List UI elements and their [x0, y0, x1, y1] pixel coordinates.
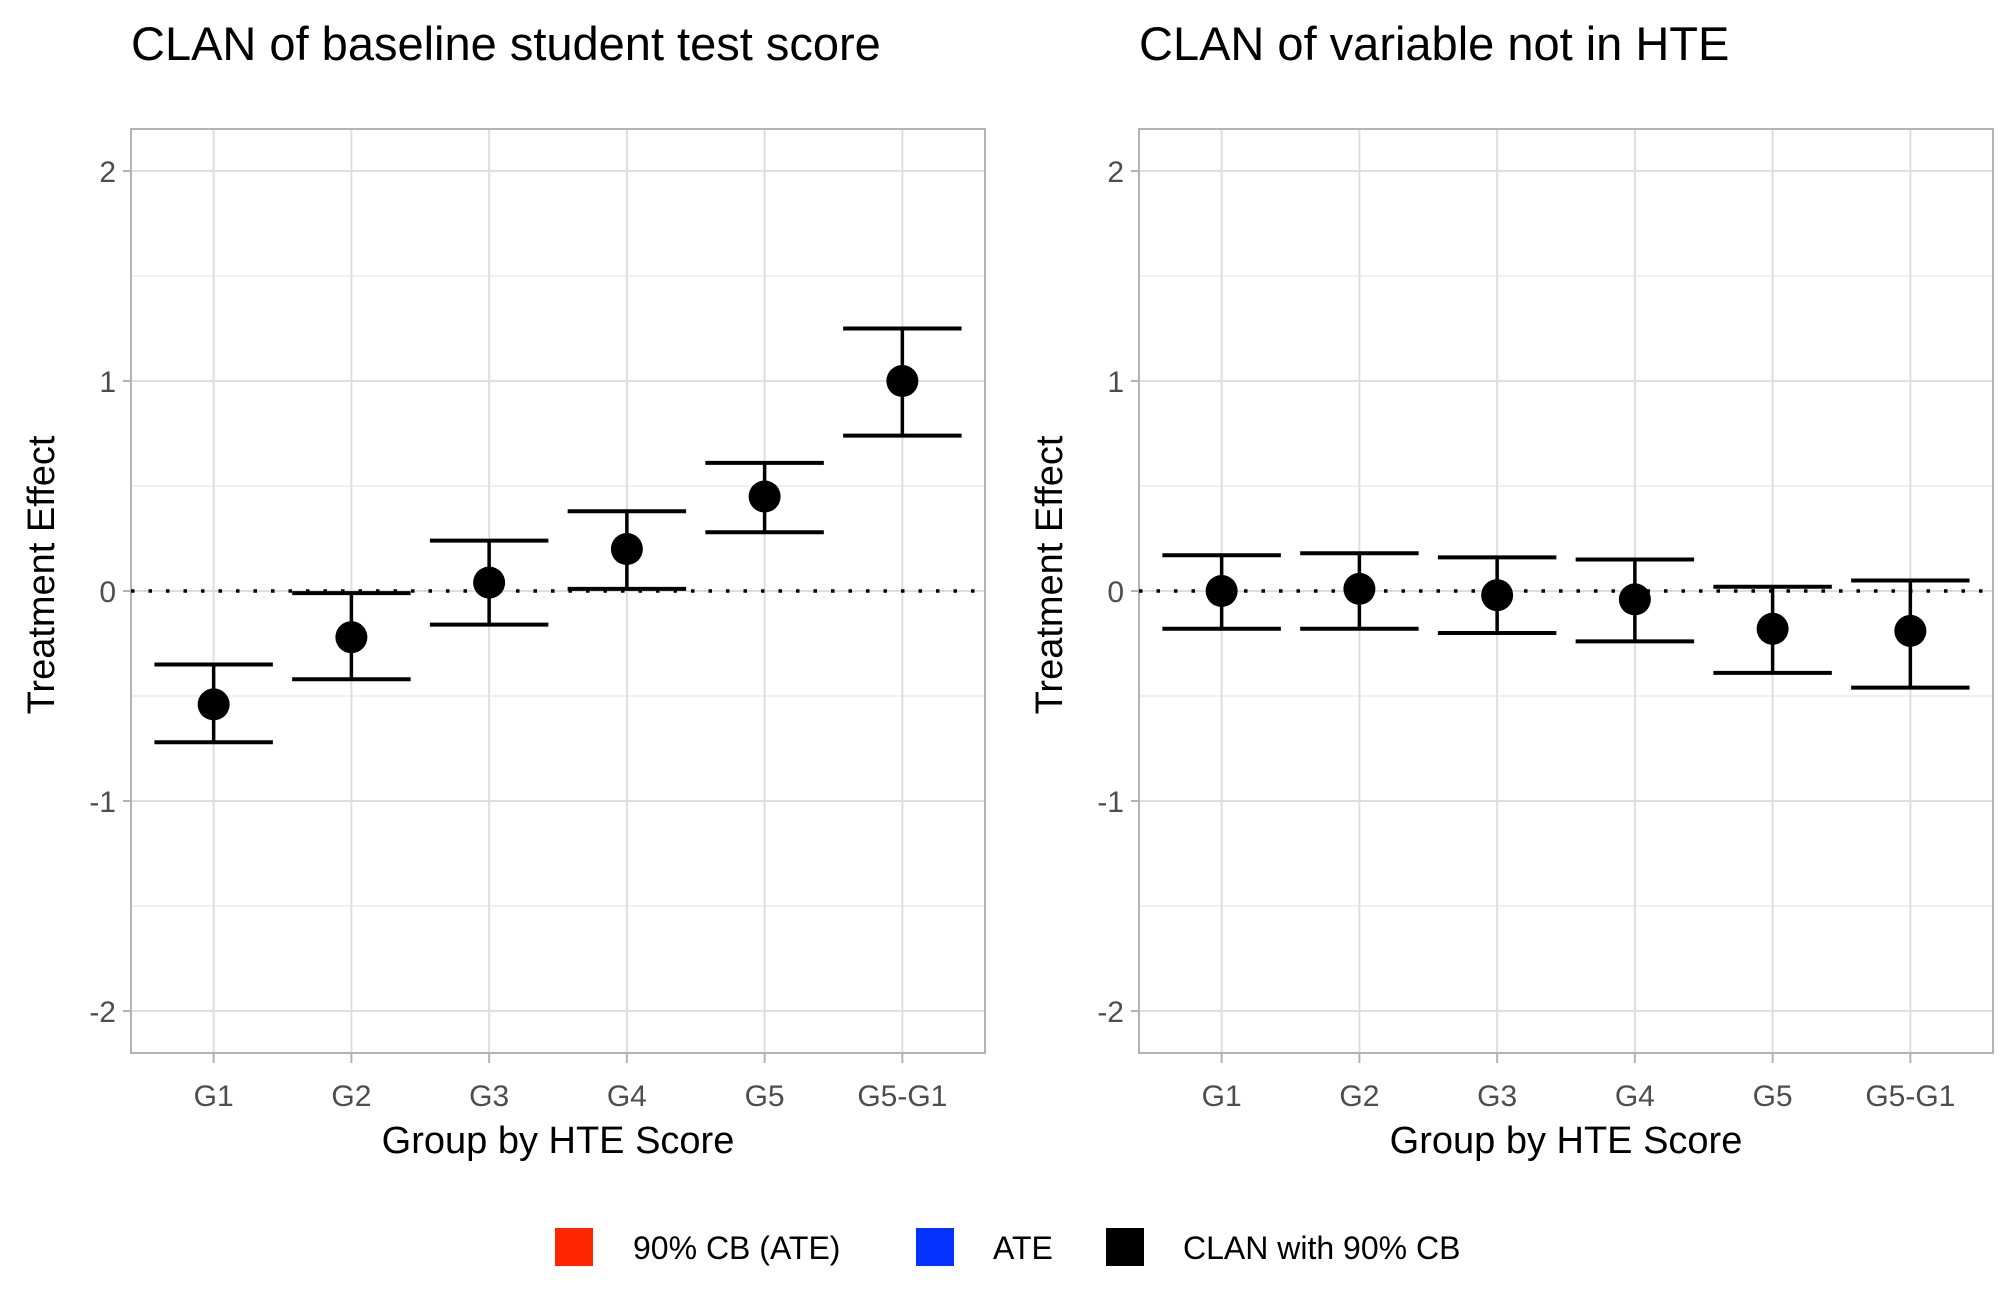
point-estimate [1343, 573, 1375, 605]
panel-right: CLAN of variable not in HTE -2 -1 0 1 2 G1 G2… [1029, 17, 1993, 1162]
panel-left: CLAN of baseline student test score -2 -1… [21, 17, 985, 1162]
point-estimate [749, 481, 781, 513]
point-estimate [611, 533, 643, 565]
x-tick-label: G2 [331, 1080, 371, 1113]
legend-swatch-cb-ate [555, 1228, 593, 1266]
point-estimate [335, 621, 367, 653]
x-tick-label: G4 [607, 1080, 647, 1113]
y-axis-title: Treatment Effect [1029, 435, 1071, 714]
y-tick-label: -2 [89, 996, 116, 1029]
panel-title: CLAN of variable not in HTE [1139, 17, 1729, 70]
x-tick-label: G5 [745, 1080, 785, 1113]
y-tick-label: 1 [1107, 366, 1124, 399]
errorbar-g5 [705, 463, 823, 532]
x-axis-title: Group by HTE Score [1390, 1120, 1743, 1162]
errorbar-g3 [1438, 557, 1556, 633]
legend: 90% CB (ATE) ATE CLAN with 90% CB [555, 1228, 1460, 1266]
y-tick-label: 0 [99, 576, 116, 609]
point-estimate [1481, 579, 1513, 611]
y-tick-label: -2 [1097, 996, 1124, 1029]
errorbar-g4 [568, 511, 686, 589]
x-tick-label: G2 [1339, 1080, 1379, 1113]
point-estimate [1619, 583, 1651, 615]
x-tick-label: G4 [1615, 1080, 1655, 1113]
legend-label-cb-ate: 90% CB (ATE) [633, 1230, 840, 1266]
point-estimate [886, 365, 918, 397]
errorbar-g2 [292, 593, 410, 679]
y-ticks: -2 -1 0 1 2 [1097, 156, 1139, 1029]
clan-figure: CLAN of baseline student test score -2 -1… [0, 0, 2007, 1299]
errorbar-g5-g1 [843, 329, 961, 436]
grid [1139, 129, 1993, 1053]
x-tick-label: G3 [1477, 1080, 1517, 1113]
x-tick-label: G5-G1 [857, 1080, 947, 1113]
point-estimate [473, 567, 505, 599]
x-tick-label: G1 [194, 1080, 234, 1113]
y-tick-label: 1 [99, 366, 116, 399]
x-tick-label: G5 [1753, 1080, 1793, 1113]
y-tick-label: -1 [89, 786, 116, 819]
y-ticks: -2 -1 0 1 2 [89, 156, 131, 1029]
legend-swatch-clan [1106, 1228, 1144, 1266]
x-axis-title: Group by HTE Score [382, 1120, 735, 1162]
errorbar-g5 [1713, 587, 1831, 673]
legend-label-clan: CLAN with 90% CB [1183, 1230, 1460, 1266]
x-tick-label: G5-G1 [1865, 1080, 1955, 1113]
errorbar-g4 [1576, 560, 1694, 642]
point-estimate [198, 688, 230, 720]
x-tick-label: G1 [1202, 1080, 1242, 1113]
grid [131, 129, 985, 1053]
y-tick-label: -1 [1097, 786, 1124, 819]
point-estimate [1757, 613, 1789, 645]
x-tick-label: G3 [469, 1080, 509, 1113]
legend-label-ate: ATE [993, 1230, 1053, 1266]
errorbar-g3 [430, 541, 548, 625]
errorbar-g5-g1 [1851, 581, 1969, 688]
y-axis-title: Treatment Effect [21, 435, 63, 714]
marks [131, 329, 985, 743]
legend-swatch-ate [916, 1228, 954, 1266]
marks [1139, 553, 1993, 687]
y-tick-label: 2 [99, 156, 116, 189]
y-tick-label: 2 [1107, 156, 1124, 189]
y-tick-label: 0 [1107, 576, 1124, 609]
x-ticks: G1 G2 G3 G4 G5 G5-G1 [194, 1053, 948, 1113]
point-estimate [1206, 575, 1238, 607]
x-ticks: G1 G2 G3 G4 G5 G5-G1 [1202, 1053, 1956, 1113]
point-estimate [1894, 615, 1926, 647]
panel-title: CLAN of baseline student test score [131, 17, 881, 70]
errorbar-g1 [154, 665, 272, 743]
